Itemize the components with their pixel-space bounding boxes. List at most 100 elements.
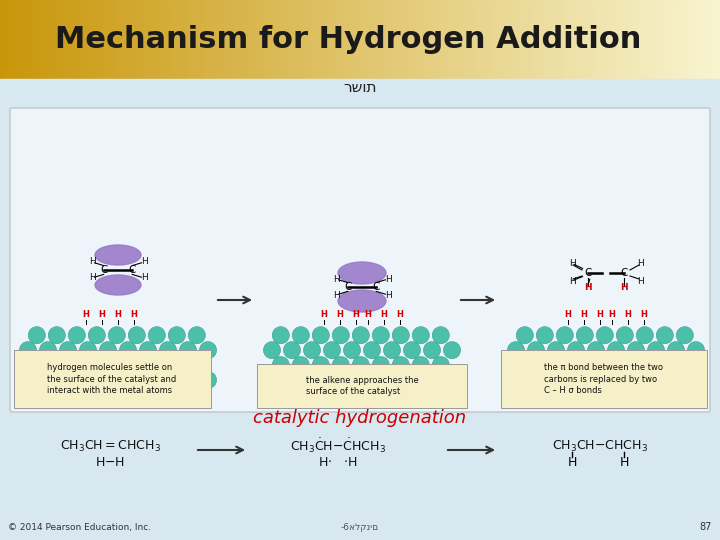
Bar	[39, 0, 40, 79]
Bar	[282, 0, 283, 79]
Bar	[347, 0, 348, 79]
Circle shape	[383, 372, 400, 389]
Bar	[573, 0, 574, 79]
Bar	[65, 0, 66, 79]
Bar	[646, 0, 647, 79]
Circle shape	[59, 372, 76, 389]
Bar	[373, 0, 374, 79]
Bar	[5, 0, 6, 79]
Bar	[666, 0, 667, 79]
Bar	[116, 0, 117, 79]
Text: the alkene approaches the
surface of the catalyst: the alkene approaches the surface of the…	[305, 376, 418, 396]
Circle shape	[423, 372, 441, 389]
Bar	[374, 0, 375, 79]
Bar	[233, 0, 234, 79]
Circle shape	[667, 372, 685, 389]
Bar	[618, 0, 619, 79]
Text: H: H	[569, 276, 575, 286]
Bar	[223, 0, 224, 79]
Bar	[10, 0, 11, 79]
Bar	[587, 0, 588, 79]
Bar	[175, 0, 176, 79]
Bar	[136, 0, 137, 79]
Bar	[597, 0, 598, 79]
Bar	[685, 0, 686, 79]
Bar	[429, 0, 430, 79]
Bar	[74, 0, 75, 79]
Bar	[679, 0, 680, 79]
Bar	[301, 0, 302, 79]
Bar	[483, 0, 484, 79]
Bar	[232, 0, 233, 79]
Bar	[309, 0, 310, 79]
Bar	[697, 0, 698, 79]
Bar	[622, 0, 623, 79]
Bar	[476, 0, 477, 79]
Bar	[40, 0, 41, 79]
Bar	[297, 0, 298, 79]
Bar	[287, 0, 288, 79]
Bar	[708, 0, 709, 79]
Bar	[216, 0, 217, 79]
Bar	[644, 0, 645, 79]
Bar	[286, 0, 287, 79]
Bar	[379, 0, 380, 79]
Bar	[58, 0, 59, 79]
Bar	[4, 0, 5, 79]
Bar	[439, 0, 440, 79]
Bar	[155, 0, 156, 79]
Bar	[300, 0, 301, 79]
Circle shape	[332, 356, 349, 374]
Bar	[627, 0, 628, 79]
Bar	[401, 0, 402, 79]
Bar	[339, 0, 340, 79]
Text: C: C	[585, 268, 592, 278]
Text: H: H	[384, 291, 392, 300]
Circle shape	[667, 341, 685, 359]
Bar	[30, 0, 31, 79]
Bar	[541, 0, 542, 79]
Bar	[369, 0, 370, 79]
Bar	[150, 0, 151, 79]
Bar	[33, 0, 34, 79]
Bar	[105, 0, 106, 79]
Bar	[88, 0, 89, 79]
Bar	[699, 0, 700, 79]
Bar	[391, 0, 392, 79]
Bar	[247, 0, 248, 79]
Bar	[363, 0, 364, 79]
Bar	[121, 0, 122, 79]
Bar	[76, 0, 77, 79]
Bar	[652, 0, 653, 79]
Circle shape	[616, 356, 634, 374]
Bar	[648, 0, 649, 79]
Bar	[25, 0, 26, 79]
Bar	[304, 0, 305, 79]
Circle shape	[284, 341, 301, 359]
Bar	[188, 0, 189, 79]
Bar	[68, 0, 69, 79]
Bar	[598, 0, 599, 79]
Circle shape	[412, 327, 429, 344]
Bar	[41, 0, 42, 79]
Bar	[557, 0, 558, 79]
Bar	[177, 0, 178, 79]
Bar	[534, 0, 535, 79]
Bar	[689, 0, 690, 79]
Bar	[79, 0, 80, 79]
Bar	[628, 0, 629, 79]
Bar	[46, 0, 47, 79]
Bar	[62, 0, 63, 79]
Bar	[235, 0, 236, 79]
Bar	[156, 0, 157, 79]
Bar	[164, 0, 165, 79]
Bar	[143, 0, 144, 79]
Bar	[539, 0, 540, 79]
Circle shape	[608, 372, 625, 389]
Bar	[296, 0, 297, 79]
FancyBboxPatch shape	[257, 364, 467, 408]
Bar	[24, 0, 25, 79]
Bar	[213, 0, 214, 79]
Bar	[254, 0, 255, 79]
Bar	[69, 0, 70, 79]
